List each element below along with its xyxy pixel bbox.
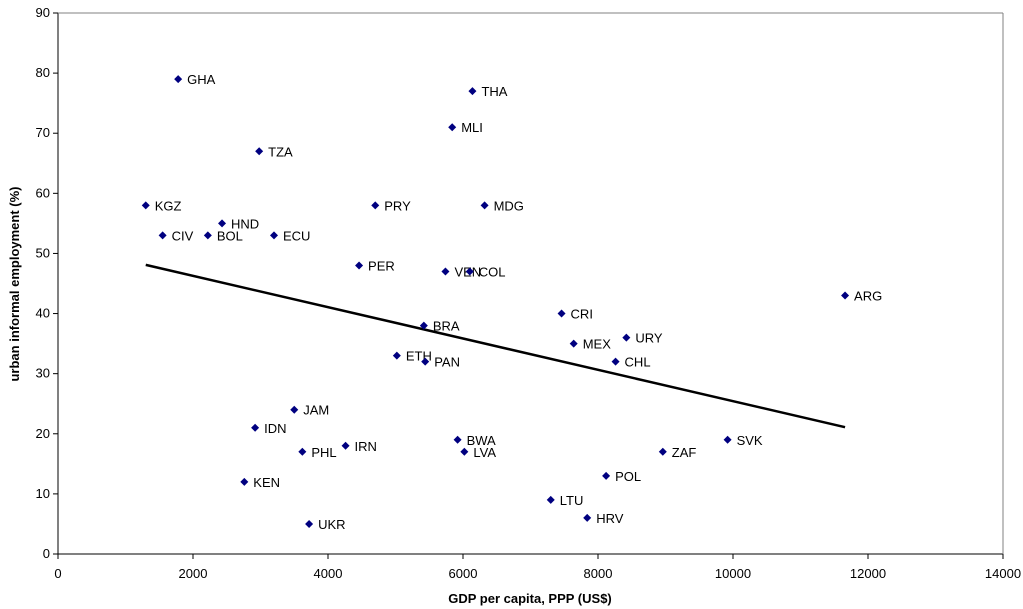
trendline (145, 263, 846, 429)
y-tick-label: 50 (36, 245, 50, 260)
data-point-per (355, 261, 364, 270)
data-point-ukr (305, 519, 314, 528)
x-tick-label: 6000 (449, 566, 478, 581)
data-point-zaf (658, 447, 667, 456)
data-point-eth (392, 351, 401, 360)
data-point-bol (203, 231, 212, 240)
data-point-mex (569, 339, 578, 348)
y-axis-title: urban informal employment (%) (7, 186, 22, 381)
point-label-zaf: ZAF (672, 445, 697, 460)
point-label-bra: BRA (433, 319, 460, 334)
point-label-jam: JAM (303, 403, 329, 418)
data-point-cri (557, 309, 566, 318)
data-point-ven (441, 267, 450, 276)
data-point-lva (460, 447, 469, 456)
data-point-hrv (583, 513, 592, 522)
x-tick-label: 0 (54, 566, 61, 581)
data-point-mdg (480, 201, 489, 210)
point-label-gha: GHA (187, 72, 216, 87)
x-axis-ticks: 0 2000 4000 6000 8000 10000 12000 14000 (54, 554, 1021, 581)
data-point-tha (468, 87, 477, 96)
x-tick-label: 8000 (584, 566, 613, 581)
point-label-ukr: UKR (318, 517, 345, 532)
point-label-idn: IDN (264, 421, 286, 436)
data-point-idn (251, 423, 260, 432)
point-label-pan: PAN (434, 355, 460, 370)
y-tick-label: 60 (36, 185, 50, 200)
x-axis-title: GDP per capita, PPP (US$) (448, 591, 612, 606)
point-label-irn: IRN (355, 439, 377, 454)
data-point-chl (611, 357, 620, 366)
point-label-ecu: ECU (283, 228, 310, 243)
point-label-bol: BOL (217, 228, 243, 243)
data-point-irn (341, 441, 350, 450)
point-label-svk: SVK (737, 433, 763, 448)
point-label-per: PER (368, 258, 395, 273)
point-label-mdg: MDG (494, 198, 524, 213)
data-point-ecu (270, 231, 278, 240)
data-point-col (465, 267, 474, 276)
point-label-tza: TZA (268, 144, 293, 159)
point-label-kgz: KGZ (155, 198, 182, 213)
y-tick-label: 0 (43, 546, 50, 561)
data-point-hnd (218, 219, 227, 228)
y-tick-label: 30 (36, 366, 50, 381)
x-tick-label: 10000 (715, 566, 751, 581)
point-label-hrv: HRV (596, 511, 624, 526)
point-label-civ: CIV (172, 228, 194, 243)
data-point-bra (419, 321, 428, 330)
data-point-kgz (141, 201, 150, 210)
point-label-ken: KEN (253, 475, 280, 490)
y-tick-label: 70 (36, 125, 50, 140)
point-label-chl: CHL (625, 355, 651, 370)
data-point-ken (240, 477, 249, 486)
data-point-ury (622, 333, 631, 342)
y-axis-ticks: 0 10 20 30 40 50 60 70 80 90 (36, 5, 58, 561)
point-label-hnd: HND (231, 216, 259, 231)
data-point-ltu (546, 495, 555, 504)
y-tick-label: 80 (36, 65, 50, 80)
data-point-bwa (453, 435, 462, 444)
data-point-tza (255, 147, 264, 156)
point-label-mli: MLI (461, 120, 483, 135)
y-tick-label: 40 (36, 306, 50, 321)
data-point-civ (158, 231, 167, 240)
data-point-pan (421, 357, 430, 366)
point-label-arg: ARG (854, 289, 882, 304)
x-tick-label: 12000 (850, 566, 886, 581)
point-label-cri: CRI (571, 307, 593, 322)
data-point-arg (841, 291, 850, 300)
data-points: GHATHAMLITZAKGZPRYMDGHNDCIVBOLECUPERVENC… (141, 72, 882, 532)
data-point-mli (448, 123, 457, 132)
data-point-jam (290, 405, 299, 414)
point-label-ury: URY (635, 331, 663, 346)
trendline-group (145, 263, 846, 429)
data-point-phl (298, 447, 307, 456)
x-tick-label: 4000 (314, 566, 343, 581)
plot-area (57, 12, 1004, 555)
point-label-pry: PRY (384, 198, 411, 213)
data-point-svk (723, 435, 732, 444)
point-label-pol: POL (615, 469, 641, 484)
x-tick-label: 2000 (179, 566, 208, 581)
x-tick-label: 14000 (985, 566, 1021, 581)
point-label-bwa: BWA (467, 433, 496, 448)
data-point-pry (371, 201, 380, 210)
y-tick-label: 10 (36, 486, 50, 501)
point-label-mex: MEX (583, 337, 612, 352)
point-label-ltu: LTU (560, 493, 584, 508)
point-label-phl: PHL (311, 445, 336, 460)
y-tick-label: 90 (36, 5, 50, 20)
data-point-pol (602, 471, 611, 480)
point-label-col: COL (479, 264, 506, 279)
data-point-gha (174, 75, 183, 84)
point-label-tha: THA (481, 84, 507, 99)
y-tick-label: 20 (36, 426, 50, 441)
point-label-lva: LVA (473, 445, 496, 460)
